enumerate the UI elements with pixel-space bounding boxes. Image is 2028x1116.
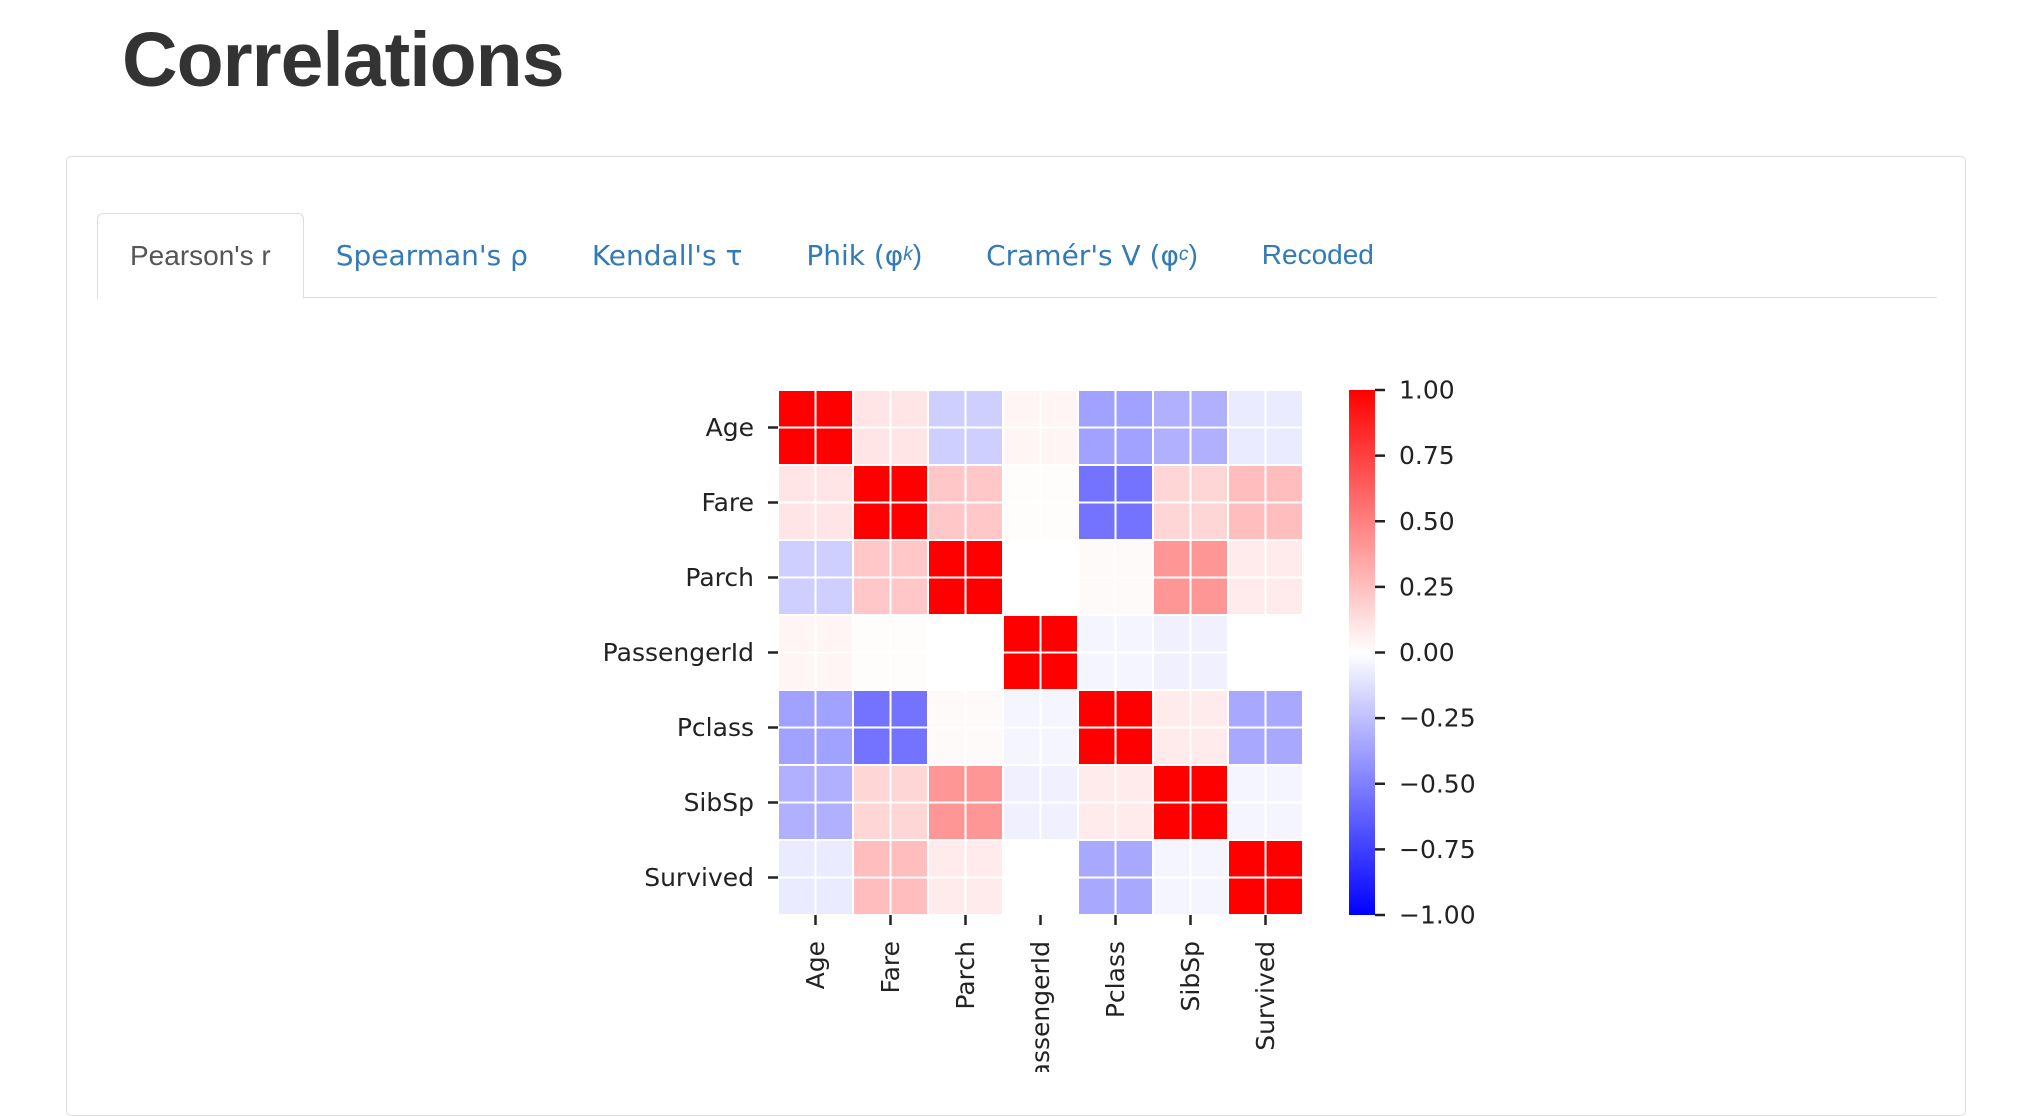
tab-phik-label: Phik (φ (806, 238, 904, 272)
tab-cramers-v[interactable]: Cramér's V (φ c) (954, 213, 1230, 297)
tab-phik-label-end: ) (912, 239, 923, 270)
y-tick-label: Survived (644, 863, 754, 892)
tab-pearson-label: Pearson's r (130, 239, 271, 271)
colorbar-tick-label: 0.50 (1399, 507, 1455, 536)
y-tick-label: Fare (701, 488, 754, 517)
x-tick-label: Age (801, 941, 830, 989)
colorbar-tick-label: −0.75 (1399, 835, 1476, 864)
x-tick-label: Survived (1251, 941, 1280, 1051)
tab-recoded[interactable]: Recoded (1230, 213, 1406, 297)
y-tick-label: Parch (685, 563, 754, 592)
colorbar-tick-label: 1.00 (1399, 376, 1455, 405)
colorbar-tick-label: 0.75 (1399, 441, 1455, 470)
colorbar-tick-label: −0.25 (1399, 704, 1476, 733)
x-tick-label: PassengerId (1026, 941, 1055, 1092)
y-tick-label: Age (706, 413, 754, 442)
tab-pearson[interactable]: Pearson's r (97, 212, 304, 299)
colorbar-tick-label: 0.00 (1399, 638, 1455, 667)
x-tick-label: Parch (951, 941, 980, 1010)
x-tick-label: SibSp (1176, 941, 1205, 1011)
tab-phik-subscript: k (903, 244, 913, 265)
y-tick-label: PassengerId (603, 638, 754, 667)
y-tick-label: Pclass (677, 713, 754, 742)
tab-kendall[interactable]: Kendall's τ (560, 213, 774, 297)
tab-bar: Pearson's r Spearman's ρ Kendall's τ Phi… (97, 212, 1937, 299)
tab-cramers-v-label: Cramér's V (φ (986, 238, 1179, 272)
tab-spearman[interactable]: Spearman's ρ (304, 213, 560, 297)
x-tick-label: Pclass (1101, 941, 1130, 1018)
colorbar-tick-label: 0.25 (1399, 572, 1455, 601)
tab-cramers-v-subscript: c (1178, 244, 1189, 265)
tab-cramers-v-label-end: ) (1188, 239, 1198, 270)
tab-spearman-label: Spearman's ρ (335, 238, 528, 272)
colorbar (1349, 390, 1375, 915)
tab-phik[interactable]: Phik (φ k) (774, 213, 954, 297)
page-title: Correlations (122, 17, 565, 103)
x-tick-label: Fare (876, 941, 905, 994)
tab-recoded-label: Recoded (1261, 239, 1374, 270)
colorbar-tick-label: −0.50 (1399, 769, 1476, 798)
tab-kendall-label: Kendall's τ (591, 238, 743, 272)
y-tick-label: SibSp (684, 788, 754, 817)
x-axis: Age Fare Parch PassengerId Pclass SibSp Surviv… (801, 915, 1280, 1092)
colorbar-tick-label: −1.00 (1399, 901, 1476, 930)
